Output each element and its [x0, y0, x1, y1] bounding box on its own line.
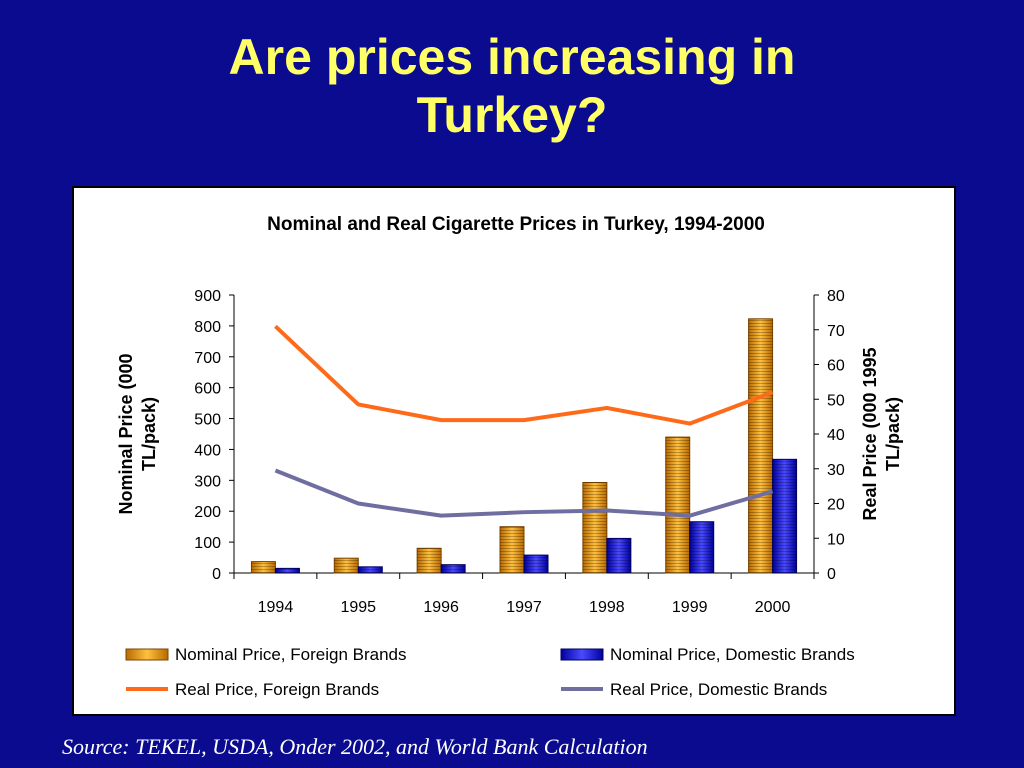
legend-label: Real Price, Domestic Brands	[610, 680, 827, 699]
chart-panel: Nominal and Real Cigarette Prices in Tur…	[72, 186, 956, 716]
left-tick-label: 700	[194, 350, 221, 367]
source-note: Source: TEKEL, USDA, Onder 2002, and Wor…	[62, 734, 648, 759]
left-tick-label: 600	[194, 381, 221, 398]
bar-hatch	[500, 526, 524, 573]
bar-hatch	[524, 555, 548, 573]
left-tick-label: 400	[194, 442, 221, 459]
right-axis-title: Real Price (000 1995 TL/pack)	[860, 347, 903, 520]
bar-hatch	[334, 558, 359, 573]
legend-label: Nominal Price, Foreign Brands	[175, 645, 406, 664]
right-tick-label: 30	[827, 462, 845, 479]
legend-swatch	[125, 648, 169, 661]
bar-hatch	[772, 459, 797, 573]
right-tick-label: 40	[827, 427, 845, 444]
right-axis-title-line-2: TL/pack)	[883, 397, 903, 471]
bar-hatch	[275, 568, 300, 573]
left-tick-label: 800	[194, 319, 221, 336]
right-tick-label: 60	[827, 358, 845, 375]
right-tick-label: 50	[827, 392, 845, 409]
left-tick-label: 0	[212, 566, 221, 583]
left-tick-label: 900	[194, 288, 221, 305]
left-tick-label: 100	[194, 535, 221, 552]
bar-hatch	[441, 564, 466, 573]
right-tick-label: 20	[827, 497, 845, 514]
bar-hatch	[748, 318, 773, 573]
slide-title-line-2: Turkey?	[416, 87, 608, 143]
left-tick-label: 300	[194, 473, 221, 490]
x-tick-label: 1997	[506, 599, 542, 616]
right-axis-title-line-1: Real Price (000 1995	[860, 347, 880, 520]
x-tick-label: 1994	[258, 599, 294, 616]
x-tick-label: 1998	[589, 599, 625, 616]
legend-label: Nominal Price, Domestic Brands	[610, 645, 855, 664]
left-axis-title-line-1: Nominal Price (000	[116, 353, 136, 514]
slide-title-line-1: Are prices increasing in	[228, 29, 796, 85]
bar-hatch	[251, 561, 276, 573]
right-tick-label: 80	[827, 288, 845, 305]
bar-hatch	[665, 437, 690, 573]
bar-hatch	[606, 538, 631, 573]
right-tick-label: 0	[827, 566, 836, 583]
right-tick-label: 70	[827, 323, 845, 340]
bar-hatch	[689, 521, 714, 573]
right-tick-label: 10	[827, 531, 845, 548]
slide-title: Are prices increasing in Turkey?	[0, 28, 1024, 144]
left-tick-label: 500	[194, 412, 221, 429]
bar-hatch	[358, 566, 383, 573]
legend-swatch	[560, 648, 604, 661]
bar-hatch	[417, 548, 442, 573]
left-axis-title-line-2: TL/pack)	[139, 397, 159, 471]
x-tick-label: 1995	[340, 599, 376, 616]
x-tick-label: 1996	[423, 599, 459, 616]
chart: Nominal and Real Cigarette Prices in Tur…	[116, 214, 903, 699]
line-real-foreign	[274, 324, 774, 426]
left-axis-title: Nominal Price (000 TL/pack)	[116, 353, 159, 514]
chart-title: Nominal and Real Cigarette Prices in Tur…	[267, 214, 765, 235]
x-tick-label: 2000	[755, 599, 791, 616]
left-tick-label: 200	[194, 504, 221, 521]
line-real-domestic	[274, 468, 774, 518]
x-tick-label: 1999	[672, 599, 708, 616]
bar-hatch	[582, 482, 607, 573]
legend-label: Real Price, Foreign Brands	[175, 680, 379, 699]
